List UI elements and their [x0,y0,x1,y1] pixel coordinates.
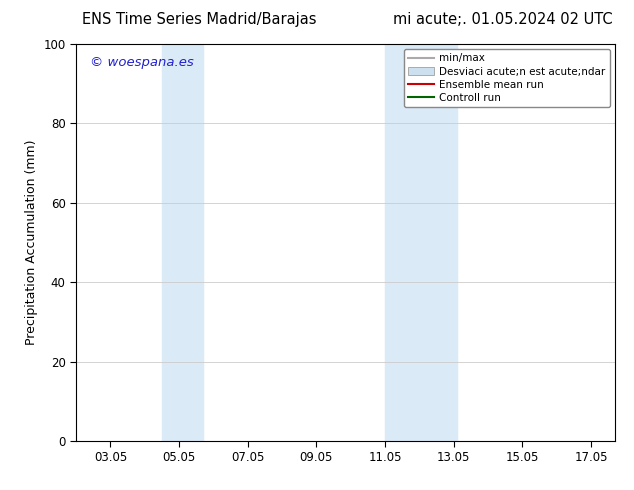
Legend: min/max, Desviaci acute;n est acute;ndar, Ensemble mean run, Controll run: min/max, Desviaci acute;n est acute;ndar… [404,49,610,107]
Y-axis label: Precipitation Accumulation (mm): Precipitation Accumulation (mm) [25,140,38,345]
Text: ENS Time Series Madrid/Barajas: ENS Time Series Madrid/Barajas [82,12,317,27]
Bar [385,44,457,441]
Bar [162,44,203,441]
Text: mi acute;. 01.05.2024 02 UTC: mi acute;. 01.05.2024 02 UTC [393,12,612,27]
Text: © woespana.es: © woespana.es [89,56,193,69]
